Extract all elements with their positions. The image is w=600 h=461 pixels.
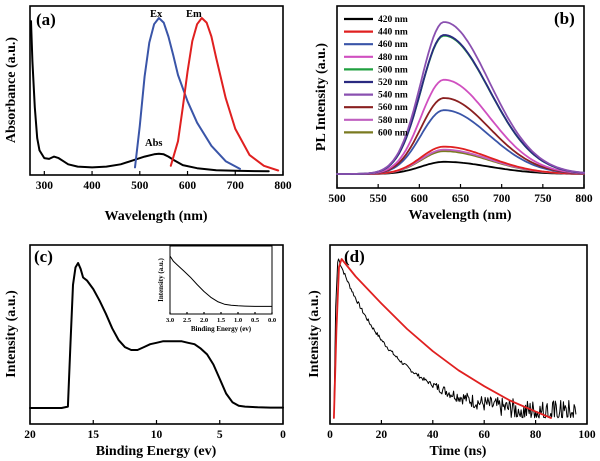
- panel-a-xlabel: Wavelength (nm): [104, 209, 207, 224]
- panel-c-inset-ylabel: Intensity (a.u.): [157, 257, 165, 301]
- panel-d-ylabel: Intensity (a.u.): [307, 290, 322, 378]
- panel-b-legend-label: 500 nm: [378, 65, 408, 75]
- panel-a-xtick-label: 400: [83, 180, 101, 192]
- panel-c-inset-frame: [169, 245, 273, 315]
- panel-b-legend-label: 480 nm: [378, 53, 408, 63]
- panel-a-xtick-label: 600: [179, 180, 197, 192]
- panel-c-ticks: 20 15 10 5 0: [24, 420, 286, 441]
- panel-b-xtick-label: 750: [534, 193, 552, 205]
- panel-a-ticks: 300 400 500 600 700 800: [36, 171, 292, 192]
- panel-c-inset-ticks: 3.0 2.5 2.0 1.5 1.0 0.5 0.0: [166, 312, 276, 324]
- panel-b-curves: [336, 21, 585, 175]
- panel-c-inset-xtick-label: 0.5: [251, 317, 260, 324]
- panel-d-xtick-label: 40: [427, 429, 439, 441]
- panel-b-ticks: 500 550 600 650 700 750 800: [328, 184, 593, 205]
- panel-d: 0 20 40 60 80 100 (d) Time (ns) Intensity (a.…: [307, 244, 596, 459]
- panel-c-ylabel: Intensity (a.u.): [4, 290, 19, 378]
- panel-a-ex-annotation: Ex: [150, 9, 163, 20]
- panel-a-label: (a): [36, 10, 56, 29]
- panel-b-xtick-label: 550: [370, 193, 388, 205]
- panel-c-curves: [29, 262, 284, 409]
- panel-b-series-480-nm: [336, 78, 585, 175]
- panel-d-fit-curve: [333, 258, 552, 419]
- panel-d-xtick-label: 0: [327, 429, 333, 441]
- panel-b-legend-label: 600 nm: [378, 128, 408, 138]
- panel-d-frame: [329, 244, 588, 425]
- panel-d-xtick-label: 80: [530, 429, 542, 441]
- panel-c-xtick-label: 15: [88, 429, 100, 441]
- panel-b-legend-label: 560 nm: [378, 103, 408, 113]
- panel-c-inset-xtick-label: 0.0: [268, 317, 276, 324]
- panel-c-inset-xtick-label: 1.0: [234, 317, 242, 324]
- panel-a-series-abs: [30, 20, 270, 173]
- panel-b-series-540-nm: [336, 21, 585, 175]
- panel-b-label: (b): [554, 9, 575, 28]
- panel-b-xtick-label: 600: [411, 193, 429, 205]
- panel-b-legend-label: 420 nm: [378, 15, 408, 25]
- panel-b-xtick-label: 800: [575, 193, 593, 205]
- panel-b-legend-label: 520 nm: [378, 78, 408, 88]
- panel-d-curves: [333, 258, 577, 419]
- panel-b-legend-label: 460 nm: [378, 40, 408, 50]
- panel-c-inset-curve: [169, 255, 273, 307]
- panel-c-inset-xlabel: Binding Energy (ev): [191, 325, 252, 333]
- panel-c-inset-xtick-label: 1.5: [217, 317, 226, 324]
- panel-c-xtick-label: 0: [280, 429, 286, 441]
- panel-a: 300 400 500 600 700 800 (a) Abs Ex Em Wavelen…: [4, 5, 292, 224]
- panel-b-legend: 420 nm 440 nm 460 nm 480 nm 500 nm 520 nm 540 …: [344, 15, 408, 138]
- panel-c-inset-xtick-label: 2.5: [183, 317, 192, 324]
- panel-a-series-em: [169, 17, 280, 172]
- panel-c-label: (c): [34, 247, 53, 266]
- panel-a-ylabel: Absorbance (a.u.): [4, 37, 19, 144]
- panel-c-inset: 3.0 2.5 2.0 1.5 1.0 0.5 0.0 Binding Energy (ev…: [157, 245, 276, 333]
- panel-a-series-ex: [134, 17, 241, 170]
- panel-a-abs-annotation: Abs: [145, 138, 163, 149]
- panel-b-xlabel: Wavelength (nm): [408, 208, 511, 223]
- panel-d-xtick-label: 20: [376, 429, 388, 441]
- panel-a-frame: [29, 5, 284, 176]
- panel-c-inset-spectrum: [169, 255, 273, 307]
- panel-b-legend-label: 440 nm: [378, 28, 408, 38]
- panel-c-xtick-label: 10: [151, 429, 163, 441]
- panel-b-legend-label: 580 nm: [378, 116, 408, 126]
- panel-b-xtick-label: 500: [328, 193, 346, 205]
- panel-c-xtick-label: 20: [24, 429, 36, 441]
- panel-a-xtick-label: 700: [227, 180, 245, 192]
- panel-c: 20 15 10 5 0 (c) 3.0 2.5 2.0 1.5 1.0 0.5 0.0 Bindi…: [4, 244, 286, 459]
- panel-c-inset-xtick-label: 2.0: [200, 317, 208, 324]
- panel-d-xtick-label: 100: [578, 429, 596, 441]
- panel-b-xtick-label: 650: [452, 193, 470, 205]
- panel-a-curves: [30, 17, 280, 173]
- panel-d-xlabel: Time (ns): [430, 444, 487, 459]
- panel-d-label: (d): [344, 247, 365, 266]
- panel-c-inset-xtick-label: 3.0: [166, 317, 174, 324]
- panel-c-spectrum: [29, 262, 284, 409]
- panel-a-xtick-label: 500: [131, 180, 149, 192]
- panel-b-ylabel: PL Intensity (a.u.): [314, 43, 329, 151]
- panel-a-xtick-label: 300: [36, 180, 54, 192]
- panel-c-xtick-label: 5: [217, 429, 223, 441]
- panel-b-frame: [336, 5, 585, 189]
- panel-a-em-annotation: Em: [186, 9, 202, 20]
- panel-d-xtick-label: 60: [478, 429, 490, 441]
- panel-d-ticks: 0 20 40 60 80 100: [327, 420, 596, 441]
- panel-a-xtick-label: 800: [274, 180, 292, 192]
- panel-b: 500 550 600 650 700 750 800 420 nm 440 nm 460 nm…: [314, 5, 593, 223]
- panel-c-xlabel: Binding Energy (ev): [96, 444, 217, 459]
- panel-d-decay-data: [333, 258, 577, 419]
- panel-b-xtick-label: 700: [493, 193, 511, 205]
- panel-b-legend-label: 540 nm: [378, 91, 408, 101]
